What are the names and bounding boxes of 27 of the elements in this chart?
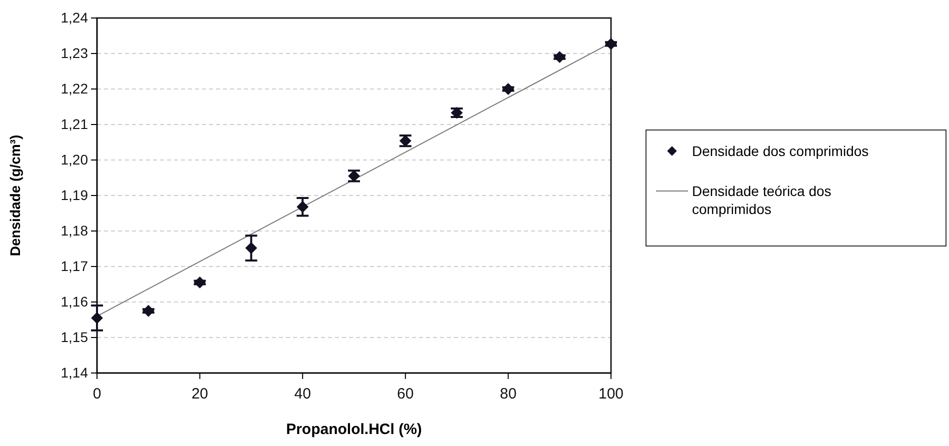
x-tick-label: 80 bbox=[500, 386, 517, 402]
point bbox=[605, 38, 617, 50]
y-tick-label: 1,16 bbox=[60, 293, 88, 310]
point bbox=[554, 51, 566, 63]
point bbox=[245, 242, 258, 254]
y-tick-label: 1,22 bbox=[60, 80, 88, 96]
y-tick-label: 1,24 bbox=[60, 9, 88, 26]
x-tick-label: 20 bbox=[191, 386, 208, 402]
y-tick-label: 1,23 bbox=[60, 44, 88, 61]
point bbox=[502, 83, 514, 95]
x-tick-label: 60 bbox=[397, 386, 414, 402]
x-axis-title: Propanolol.HCl (%) bbox=[286, 421, 422, 438]
y-tick-label: 1,18 bbox=[60, 222, 88, 238]
point bbox=[194, 276, 206, 288]
y-tick-label: 1,17 bbox=[60, 258, 88, 274]
y-tick-label: 1,20 bbox=[60, 151, 88, 168]
legend-label: Densidade dos comprimidos bbox=[692, 143, 869, 159]
x-tick-label: 40 bbox=[294, 386, 311, 402]
y-tick-label: 1,21 bbox=[60, 116, 88, 132]
point bbox=[142, 304, 154, 317]
y-axis-title: Densidade (g/cm³) bbox=[7, 134, 23, 256]
y-tick-label: 1,14 bbox=[60, 364, 88, 380]
y-tick-label: 1,19 bbox=[60, 186, 88, 203]
y-tick-label: 1,15 bbox=[60, 328, 88, 345]
x-tick-label: 0 bbox=[92, 386, 102, 402]
legend-label: Densidade teórica dos comprimidos bbox=[692, 183, 832, 218]
x-tick-label: 100 bbox=[598, 386, 624, 402]
